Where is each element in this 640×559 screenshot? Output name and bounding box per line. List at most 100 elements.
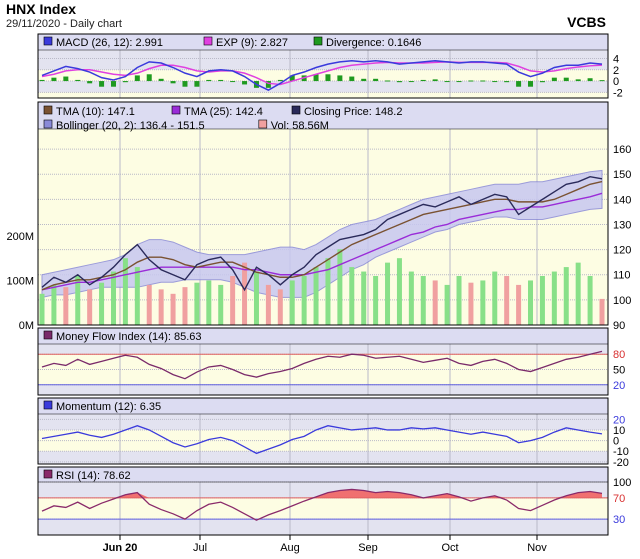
volume-bar (456, 276, 462, 325)
volume-bar (63, 287, 69, 325)
divergence-bar (349, 76, 355, 82)
legend-entry: RSI (14): 78.62 (56, 470, 131, 482)
y-tick-label: 100 (613, 295, 631, 307)
divergence-bar (468, 80, 474, 82)
divergence-bar (444, 81, 450, 83)
legend-entry: Divergence: 0.1646 (326, 37, 421, 49)
volume-bar (575, 262, 581, 325)
panel-border (37, 101, 609, 326)
legend-band (38, 34, 608, 50)
legend-swatch (291, 105, 301, 115)
divergence-bar (75, 79, 81, 82)
divergence-bar (134, 75, 140, 82)
chart-title: HNX Index (6, 1, 77, 17)
divergence-bar (206, 79, 212, 82)
volume-bar (265, 284, 271, 325)
divergence-bar (265, 81, 271, 88)
divergence-bar (289, 75, 295, 82)
legend-swatch (43, 119, 53, 129)
divergence-bar (456, 81, 462, 83)
volume-bar (408, 271, 414, 325)
divergence-bar (516, 81, 522, 87)
volume-bar (563, 267, 569, 325)
volume-bar (51, 284, 57, 325)
mfi-line (41, 350, 603, 380)
level-band (38, 50, 608, 70)
divergence-bar (51, 77, 57, 82)
volume-bar (301, 276, 307, 325)
y-tick-label: 4 (613, 53, 619, 65)
x-tick-label: Nov (527, 542, 547, 554)
exp-line (41, 61, 603, 86)
volume-bar (170, 293, 176, 325)
divergence-bar (432, 79, 438, 82)
divergence-bar (587, 78, 593, 82)
momentum-line (41, 425, 603, 455)
bollinger-band (41, 169, 603, 298)
volume-bar (599, 298, 605, 325)
legend-swatch (43, 469, 53, 479)
y-tick-label: 80 (613, 349, 625, 361)
y-tick-label: -20 (613, 457, 629, 469)
divergence-bar (99, 81, 105, 87)
volume-bar (528, 280, 534, 325)
divergence-bar (373, 78, 379, 82)
y-tick-label: 120 (613, 245, 631, 257)
volume-bar (337, 249, 343, 325)
volume-bar (75, 276, 81, 325)
volume-bar (99, 282, 105, 325)
rsi-overbought-fill (42, 489, 602, 498)
divergence-bar (361, 78, 367, 82)
tma25-line (41, 192, 603, 291)
divergence-bar (504, 81, 510, 83)
panel-2 (37, 101, 609, 326)
divergence-bar (277, 79, 283, 82)
volume-tick-label: 200M (6, 231, 34, 243)
divergence-bar (420, 79, 426, 82)
brand-label: VCBS (567, 14, 606, 30)
volume-bar (313, 267, 319, 325)
y-tick-label: -10 (613, 446, 629, 458)
legend-swatch (43, 105, 53, 115)
divergence-bar (528, 81, 534, 87)
legend-swatch (43, 400, 53, 410)
divergence-bar (39, 79, 45, 82)
level-band (38, 384, 608, 395)
y-tick-label: 50 (613, 365, 625, 377)
y-tick-label: 2 (613, 65, 619, 77)
volume-bar (373, 276, 379, 325)
volume-bar (146, 284, 152, 325)
volume-bar (468, 282, 474, 325)
divergence-bar (63, 76, 69, 82)
closing-price-line (41, 176, 603, 292)
y-tick-label: 100 (613, 477, 631, 489)
y-tick-label: 20 (613, 380, 625, 392)
volume-bar (432, 280, 438, 325)
volume-bar (396, 258, 402, 325)
legend-entry: TMA (25): 142.4 (184, 106, 263, 118)
y-tick-label: 130 (613, 219, 631, 231)
y-tick-label: 160 (613, 144, 631, 156)
divergence-bar (242, 81, 248, 85)
volume-bar (492, 271, 498, 325)
y-tick-label: -2 (613, 87, 623, 99)
divergence-bar (313, 74, 319, 82)
volume-bar (122, 258, 128, 325)
divergence-bar (599, 80, 605, 82)
volume-tick-label: 0M (19, 320, 34, 332)
legend-swatch (203, 36, 213, 46)
volume-bar (134, 267, 140, 325)
divergence-bar (337, 75, 343, 82)
volume-bar (39, 293, 45, 325)
level-band (38, 81, 608, 93)
divergence-bar (122, 81, 128, 83)
y-tick-label: 0 (613, 436, 619, 448)
divergence-bar (170, 81, 176, 84)
divergence-bar (396, 81, 402, 83)
panel-3 (37, 327, 609, 396)
y-tick-label: 10 (613, 425, 625, 437)
volume-bar (218, 284, 224, 325)
level-band (38, 519, 608, 535)
y-tick-label: 70 (613, 493, 625, 505)
